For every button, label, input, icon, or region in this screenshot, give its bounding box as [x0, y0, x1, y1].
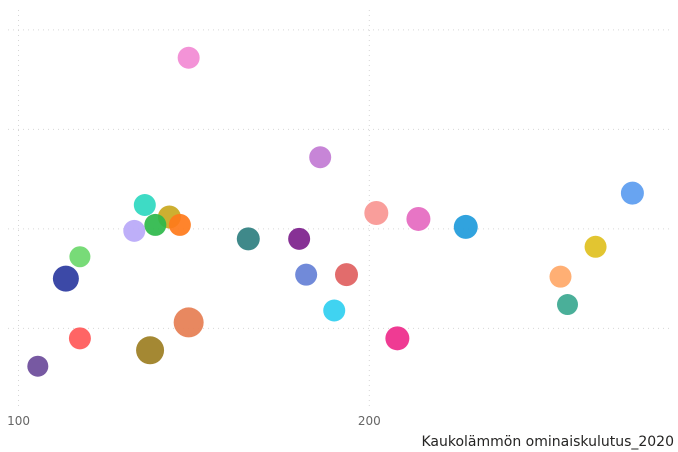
- scatter-point[interactable]: [453, 214, 478, 239]
- scatter-point[interactable]: [557, 294, 579, 316]
- scatter-point[interactable]: [620, 181, 644, 205]
- x-axis-ticks: 100 200: [7, 414, 381, 428]
- gridlines: [8, 10, 672, 408]
- scatter-point[interactable]: [177, 46, 200, 69]
- scatter-point[interactable]: [144, 213, 167, 236]
- scatter-point[interactable]: [406, 206, 431, 231]
- scatter-point[interactable]: [364, 200, 389, 225]
- scatter-point[interactable]: [385, 326, 410, 351]
- scatter-point[interactable]: [335, 263, 359, 287]
- scatter-point[interactable]: [136, 336, 165, 365]
- scatter-point[interactable]: [69, 246, 91, 268]
- scatter-point[interactable]: [52, 265, 79, 292]
- scatter-point[interactable]: [288, 227, 311, 250]
- data-points: [27, 46, 644, 377]
- scatter-point[interactable]: [123, 219, 146, 242]
- scatter-point[interactable]: [168, 213, 191, 236]
- scatter-point[interactable]: [68, 327, 91, 350]
- x-axis-title: Kaukolämmön ominaiskulutus_2020: [421, 434, 674, 450]
- scatter-point[interactable]: [236, 227, 260, 251]
- scatter-point[interactable]: [173, 307, 204, 338]
- scatter-point[interactable]: [27, 355, 49, 377]
- scatter-point[interactable]: [584, 235, 607, 258]
- scatter-point[interactable]: [309, 146, 332, 169]
- scatter-point[interactable]: [549, 265, 572, 288]
- scatter-point[interactable]: [133, 194, 156, 217]
- scatter-point[interactable]: [323, 299, 346, 322]
- scatter-point[interactable]: [295, 263, 318, 286]
- x-tick-label: 100: [7, 414, 30, 428]
- x-tick-label: 200: [358, 414, 381, 428]
